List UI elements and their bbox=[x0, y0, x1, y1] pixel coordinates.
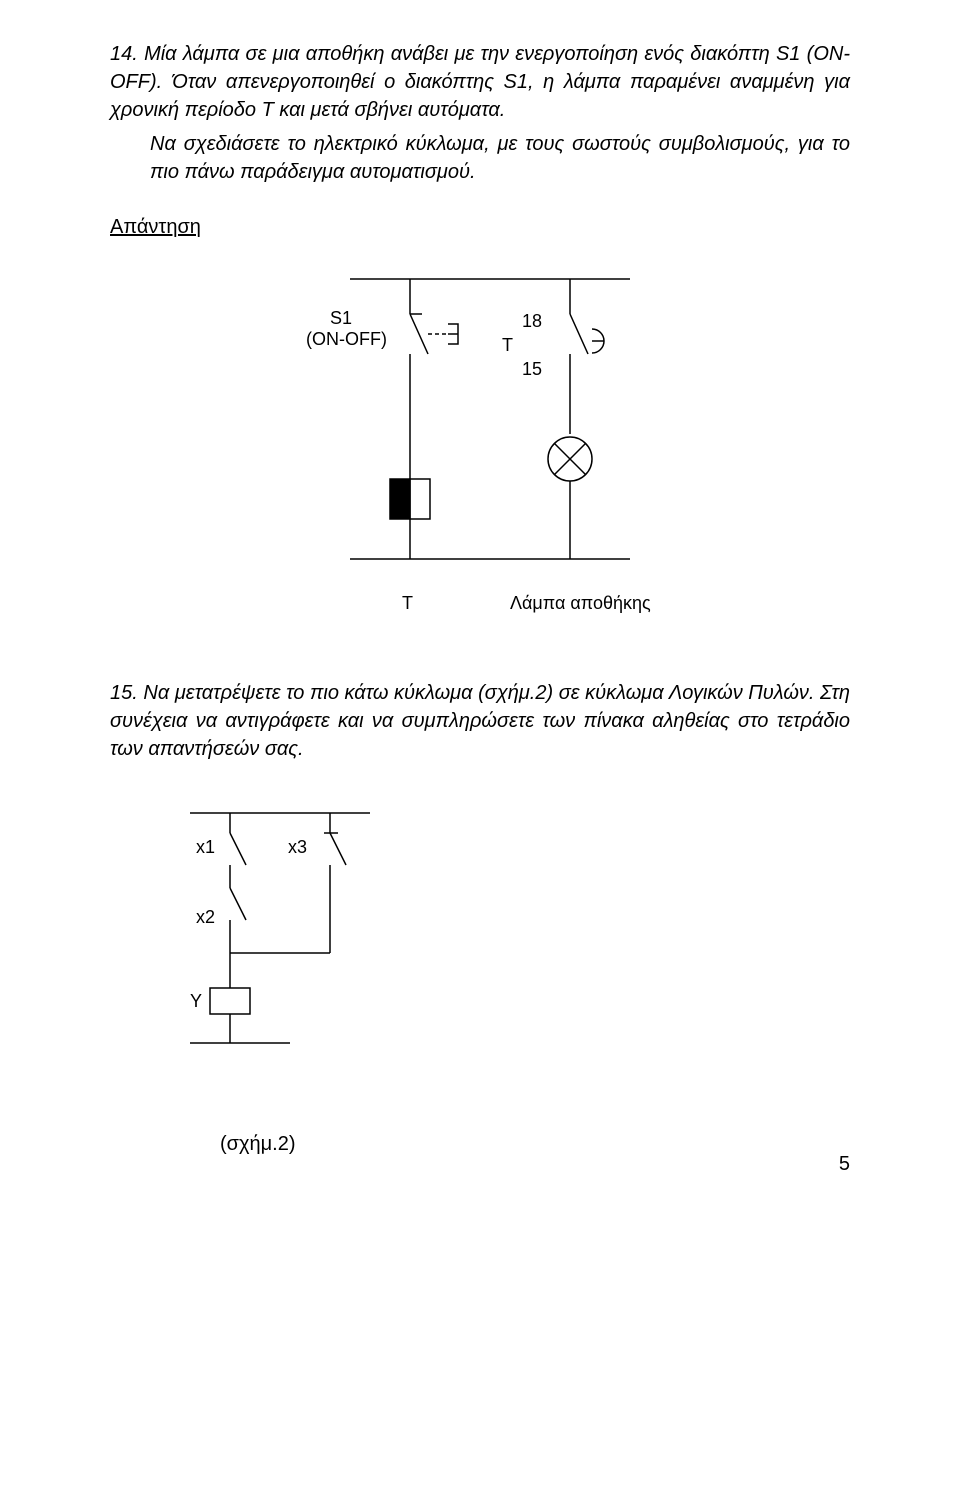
q15-number: 15. bbox=[110, 682, 138, 704]
lamp-label: Λάμπα αποθήκης bbox=[510, 593, 651, 613]
question-15: 15. Να μετατρέψετε το πιο κάτω κύκλωμα (… bbox=[110, 679, 850, 763]
label-18: 18 bbox=[522, 311, 542, 331]
q14-number: 14. bbox=[110, 43, 138, 65]
label-t-mid: T bbox=[502, 335, 513, 355]
s1-label-1: S1 bbox=[330, 308, 352, 328]
diagram-1-wrap: S1 (ON-OFF) 18 T 15 bbox=[110, 259, 850, 639]
q14-para1: 14. Μία λάμπα σε μια αποθήκη ανάβει με τ… bbox=[110, 40, 850, 124]
bottom-t-label: T bbox=[402, 593, 413, 613]
y-label: Y bbox=[190, 991, 202, 1011]
x3-label: x3 bbox=[288, 837, 307, 857]
page: 14. Μία λάμπα σε μια αποθήκη ανάβει με τ… bbox=[0, 0, 960, 1196]
question-14: 14. Μία λάμπα σε μια αποθήκη ανάβει με τ… bbox=[110, 40, 850, 186]
x1-label: x1 bbox=[196, 837, 215, 857]
q14-para2: Να σχεδιάσετε το ηλεκτρικό κύκλωμα, με τ… bbox=[110, 130, 850, 186]
circuit-diagram-1: S1 (ON-OFF) 18 T 15 bbox=[270, 259, 690, 639]
answer-label: Απάντηση bbox=[110, 216, 850, 239]
diagram2-caption: (σχήμ.2) bbox=[110, 1133, 850, 1156]
label-15: 15 bbox=[522, 359, 542, 379]
diagram-2-wrap: x1 x2 x3 Y bbox=[110, 793, 850, 1093]
q15-para: 15. Να μετατρέψετε το πιο κάτω κύκλωμα (… bbox=[110, 679, 850, 763]
circuit-diagram-2: x1 x2 x3 Y bbox=[170, 793, 430, 1093]
q15-text: Να μετατρέψετε το πιο κάτω κύκλωμα (σχήμ… bbox=[110, 682, 850, 760]
q14-text1: Μία λάμπα σε μια αποθήκη ανάβει με την ε… bbox=[110, 43, 850, 121]
s1-label-2: (ON-OFF) bbox=[306, 329, 387, 349]
x2-label: x2 bbox=[196, 907, 215, 927]
page-number: 5 bbox=[839, 1153, 850, 1176]
